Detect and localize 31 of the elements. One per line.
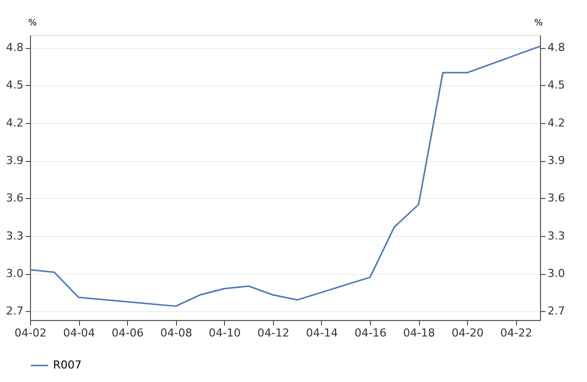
y-tick-label: 2.7 [6, 304, 24, 318]
y-tick-label: 3.3 [6, 229, 24, 242]
y2-tick-label: 3.6 [548, 192, 565, 205]
y2-tick-label: 4.8 [548, 41, 565, 54]
y2-tick-label: 3.9 [548, 154, 565, 168]
x-tick-label: 04-08 [160, 326, 192, 340]
y-tick-label: 3.0 [6, 267, 24, 280]
x-tick-label: 04-20 [452, 326, 484, 340]
x-tick-label: 04-12 [257, 326, 290, 340]
x-tick-label: 04-04 [63, 326, 96, 340]
y2-tick-label: 2.7 [548, 304, 565, 318]
x-tick-label: 04-02 [14, 326, 46, 340]
y-tick-label: 4.8 [6, 41, 24, 54]
x-tick-label: 04-06 [112, 326, 144, 340]
y2-axis-title: % [534, 18, 544, 28]
y2-tick-label: 3.3 [548, 229, 565, 242]
x-tick-label: 04-14 [306, 326, 338, 340]
legend-label: R007 [53, 358, 82, 372]
x-tick-label: 04-22 [500, 326, 532, 340]
x-tick-label: 04-18 [403, 326, 436, 340]
y-tick-label: 4.2 [6, 116, 24, 130]
y-tick-label: 3.9 [6, 154, 24, 168]
y2-tick-label: 3.0 [548, 267, 565, 280]
y-tick-label: 3.6 [6, 192, 24, 205]
y-axis-title: % [28, 18, 38, 28]
x-tick-label: 04-10 [208, 326, 241, 340]
y2-tick-label: 4.2 [548, 116, 565, 130]
x-tick-label: 04-16 [354, 326, 386, 340]
y2-tick-label: 4.5 [548, 78, 565, 92]
line-series [29, 46, 541, 307]
y-tick-label: 4.5 [6, 78, 24, 92]
